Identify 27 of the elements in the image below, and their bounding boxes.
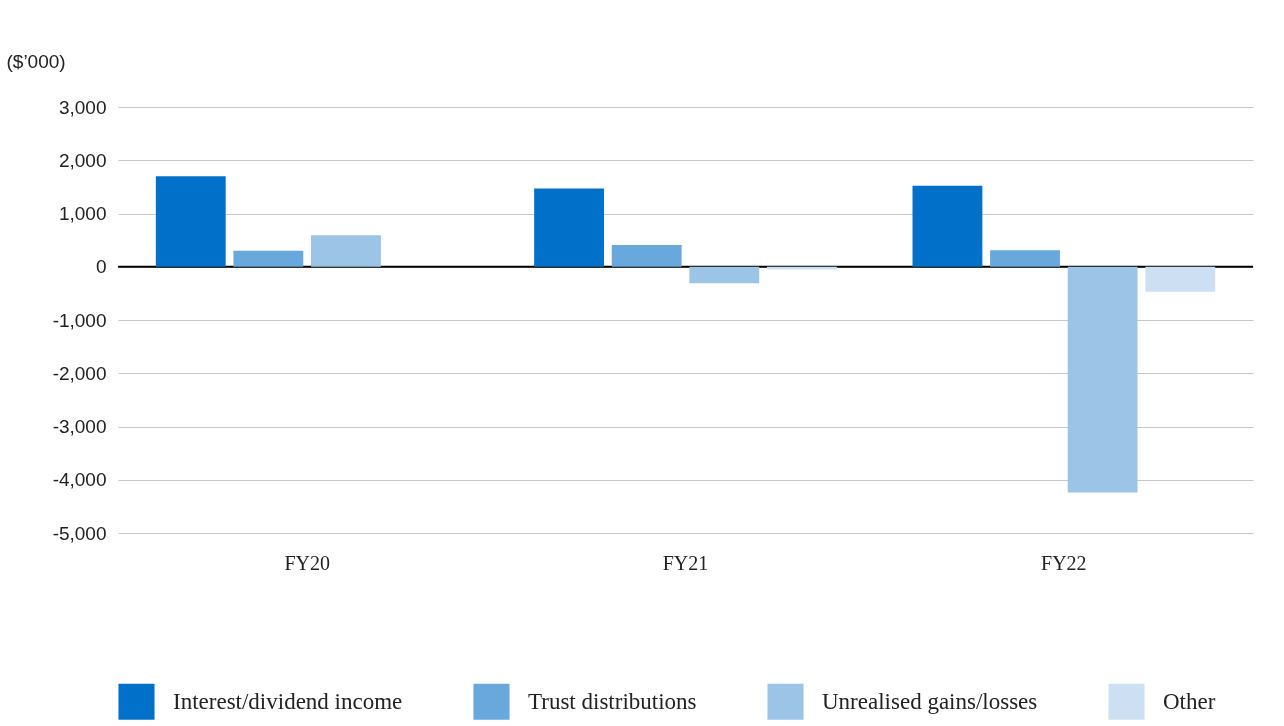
x-tick-label: FY20 bbox=[284, 551, 330, 574]
bar bbox=[534, 188, 605, 267]
y-tick-label: 3,000 bbox=[58, 96, 107, 118]
y-tick-label: 1,000 bbox=[58, 203, 107, 224]
y-tick-label: -3,000 bbox=[52, 416, 107, 437]
legend-label: Unrealised gains/losses bbox=[822, 688, 1038, 714]
bar bbox=[611, 244, 682, 267]
legend-label: Other bbox=[1163, 688, 1216, 714]
y-tick-label: 0 bbox=[95, 256, 107, 278]
x-tick-label: FY21 bbox=[662, 551, 709, 574]
bar bbox=[155, 176, 226, 267]
y-tick-label: -4,000 bbox=[52, 469, 107, 491]
y-tick-label: 2,000 bbox=[58, 149, 107, 171]
y-tick-label: -2,000 bbox=[52, 362, 107, 384]
bar bbox=[1145, 266, 1216, 292]
y-tick-label: -1,000 bbox=[52, 309, 107, 331]
y-tick-label: -5,000 bbox=[52, 522, 107, 544]
bar bbox=[1067, 266, 1138, 493]
bar bbox=[912, 185, 983, 267]
legend-label: Trust distributions bbox=[528, 688, 697, 714]
bar bbox=[990, 250, 1060, 267]
bar bbox=[233, 250, 304, 267]
legend-label: Interest/dividend income bbox=[173, 688, 403, 714]
y-axis-title: ($’000) bbox=[6, 50, 66, 72]
x-tick-label: FY22 bbox=[1041, 551, 1087, 574]
bar bbox=[689, 266, 760, 284]
bar bbox=[311, 235, 381, 267]
